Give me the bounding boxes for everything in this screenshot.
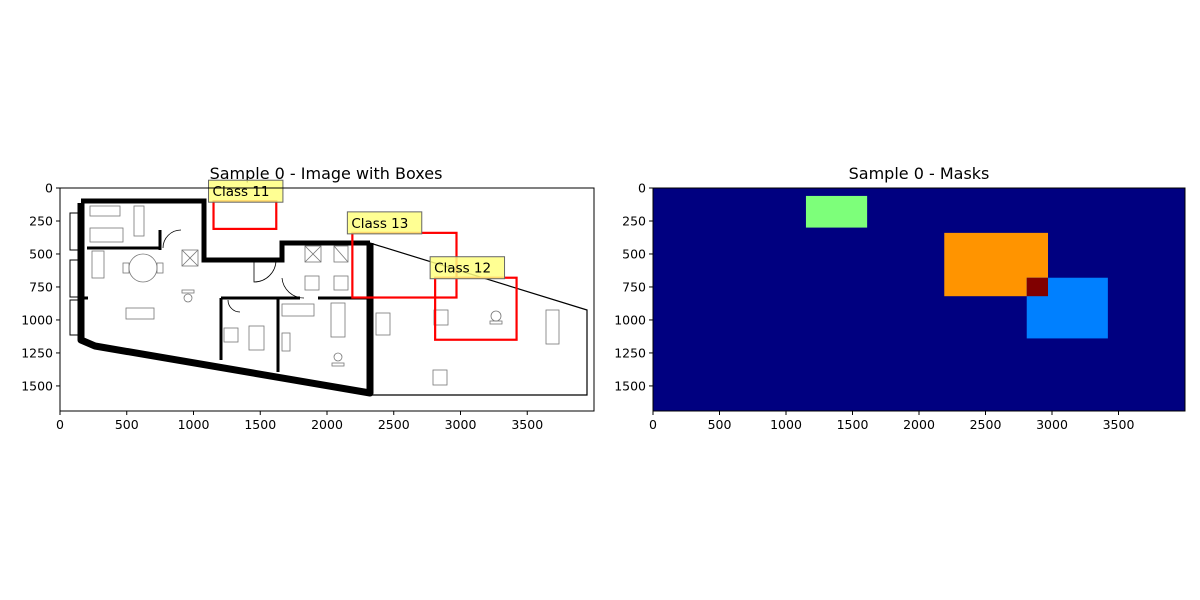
masks-x-tick-label: 1500 xyxy=(837,417,869,432)
mask-regions xyxy=(805,195,1108,339)
image-x-tick-label: 2500 xyxy=(378,417,410,432)
masks-panel-title: Sample 0 - Masks xyxy=(849,164,990,183)
image-x-tick-label: 3500 xyxy=(511,417,543,432)
box-label-background xyxy=(429,256,506,280)
image-y-tick-label: 1000 xyxy=(21,312,53,327)
image-x-tick-label: 2000 xyxy=(311,417,343,432)
masks-axes-ticks: 0 500 1000 1500 2000 2500 3000 3500 0 250 500 750 10… xyxy=(614,181,1134,433)
image-x-tick-label: 1500 xyxy=(244,417,276,432)
masks-y-tick-label: 1250 xyxy=(614,345,646,360)
box-label-background xyxy=(346,211,423,235)
image-axes-ticks: 0 500 1000 1500 2000 2500 3000 3500 0 250 500 750 10… xyxy=(21,181,543,433)
masks-y-tick-label: 250 xyxy=(622,213,646,228)
masks-panel: Sample 0 - Masks 0 500 1000 1500 2000 2500 300… xyxy=(614,164,1186,433)
masks-x-tick-label: 2500 xyxy=(970,417,1002,432)
image-y-tick-label: 250 xyxy=(29,213,53,228)
box-label: Class 13 xyxy=(351,216,408,232)
masks-x-tick-label: 1000 xyxy=(770,417,802,432)
masks-x-tick-label: 500 xyxy=(708,417,732,432)
mask-region xyxy=(805,195,868,228)
image-panel: Sample 0 - Image with Boxes xyxy=(21,164,595,433)
masks-x-tick-label: 0 xyxy=(649,417,657,432)
image-panel-title: Sample 0 - Image with Boxes xyxy=(210,164,443,183)
masks-y-tick-label: 750 xyxy=(622,279,646,294)
masks-x-tick-label: 2000 xyxy=(903,417,935,432)
image-y-tick-label: 500 xyxy=(29,246,53,261)
bounding-boxes: Class 11 Class 13 Class 12 xyxy=(208,179,518,341)
mask-region xyxy=(1026,277,1049,297)
box-label: Class 12 xyxy=(434,261,491,277)
masks-y-tick-label: 1000 xyxy=(614,312,646,327)
masks-y-tick-label: 500 xyxy=(622,246,646,261)
image-y-tick-label: 0 xyxy=(45,181,53,196)
masks-y-tick-label: 1500 xyxy=(614,378,646,393)
masks-y-tick-label: 0 xyxy=(638,181,646,196)
floor-plan-image xyxy=(69,198,588,397)
image-y-tick-label: 750 xyxy=(29,279,53,294)
image-x-tick-label: 3000 xyxy=(445,417,477,432)
box-label: Class 11 xyxy=(213,184,270,200)
image-x-tick-label: 500 xyxy=(115,417,139,432)
image-y-tick-label: 1250 xyxy=(21,345,53,360)
image-x-tick-label: 1000 xyxy=(178,417,210,432)
box-label-background xyxy=(208,179,284,203)
image-x-tick-label: 0 xyxy=(56,417,64,432)
image-y-tick-label: 1500 xyxy=(21,378,53,393)
masks-x-tick-label: 3500 xyxy=(1103,417,1135,432)
masks-x-tick-label: 3000 xyxy=(1036,417,1068,432)
